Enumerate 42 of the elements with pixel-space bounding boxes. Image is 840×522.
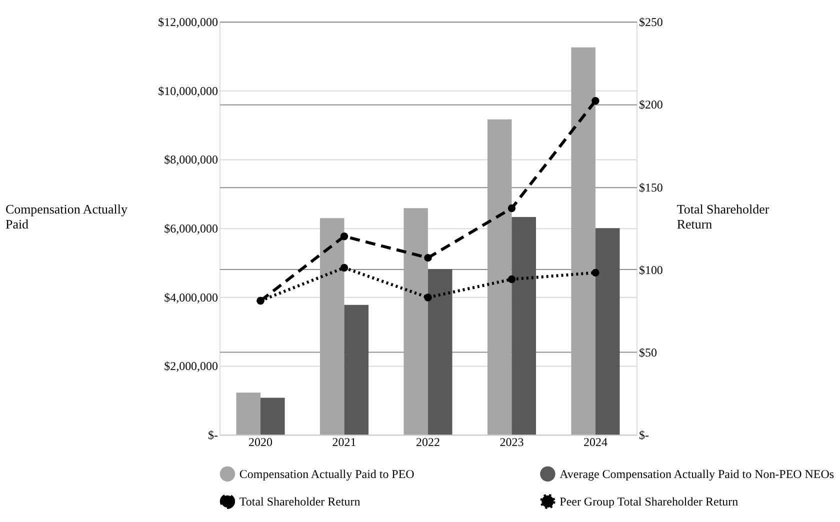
bar	[595, 228, 620, 435]
bar	[236, 392, 261, 435]
y-tick-label: $10,000,000	[158, 84, 218, 98]
bar	[512, 217, 536, 435]
y2-axis-title: Total Shareholder Return	[676, 202, 770, 232]
y-tick-label: $6,000,000	[164, 222, 218, 236]
bar	[320, 218, 344, 435]
y-tick-label: $8,000,000	[164, 152, 218, 167]
x-tick-label: 2022	[416, 435, 440, 450]
y-tick-label: $4,000,000	[164, 290, 218, 304]
bar	[487, 119, 512, 435]
point	[424, 294, 432, 302]
legend-label: Compensation Actually Paid to PEO	[239, 466, 415, 481]
y-tick-label: $2,000,000	[164, 359, 218, 374]
x-tick-label: 2023	[500, 435, 524, 450]
bar	[344, 304, 369, 435]
y2-tick-label: $150	[638, 180, 663, 194]
point	[340, 232, 348, 240]
point	[592, 97, 600, 105]
bar	[404, 208, 428, 435]
legend-label: Average Compensation Actually Paid to Non-PEO NEOs	[560, 466, 834, 481]
y2-tick-label: $-	[638, 428, 649, 442]
y2-tick-label: $250	[638, 15, 663, 30]
bar	[571, 47, 596, 435]
y-tick-label: $12,000,000	[158, 15, 218, 30]
point	[340, 264, 348, 272]
legend-label: Total Shareholder Return	[239, 494, 360, 508]
x-tick-label: 2021	[332, 435, 356, 450]
y2-tick-label: $100	[638, 262, 663, 277]
legend-label: Peer Group Total Shareholder Return	[560, 494, 738, 508]
point	[424, 254, 432, 262]
point	[508, 204, 516, 212]
y2-tick-label: $50	[638, 345, 657, 360]
y-axis-title: Compensation Actually Paid	[5, 202, 128, 232]
x-tick-label: 2024	[583, 435, 608, 450]
y2-tick-label: $200	[638, 98, 663, 112]
point	[592, 268, 600, 277]
bar	[260, 398, 285, 435]
point	[508, 275, 516, 284]
x-tick-label: 2020	[248, 435, 272, 450]
y-tick-label: $-	[208, 428, 218, 442]
bar	[428, 269, 452, 435]
